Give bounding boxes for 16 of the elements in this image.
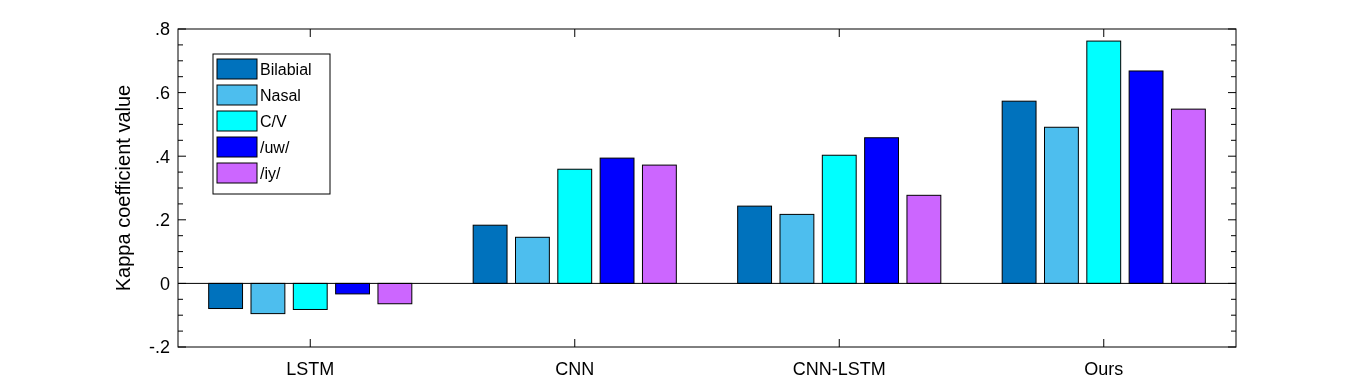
y-tick-label: .8 xyxy=(154,19,170,40)
y-tick-label: 0 xyxy=(159,273,170,294)
x-tick-label: LSTM xyxy=(286,359,335,379)
y-tick-label: .6 xyxy=(154,82,170,103)
x-tick-label: CNN-LSTM xyxy=(792,359,886,379)
y-axis-title: Kappa coefficient value xyxy=(112,84,134,292)
y-tick-label: -.2 xyxy=(148,337,170,358)
legend-label: Nasal xyxy=(260,86,301,104)
legend-label: /uw/ xyxy=(260,138,290,156)
y-tick-label: .4 xyxy=(154,146,170,167)
legend-label: C/V xyxy=(260,112,287,130)
x-tick-label: Ours xyxy=(1084,359,1124,379)
y-tick-label: .2 xyxy=(154,210,170,231)
legend-label: /iy/ xyxy=(260,164,281,182)
x-tick-label: CNN xyxy=(555,359,595,379)
legend-label: Bilabial xyxy=(260,60,312,78)
